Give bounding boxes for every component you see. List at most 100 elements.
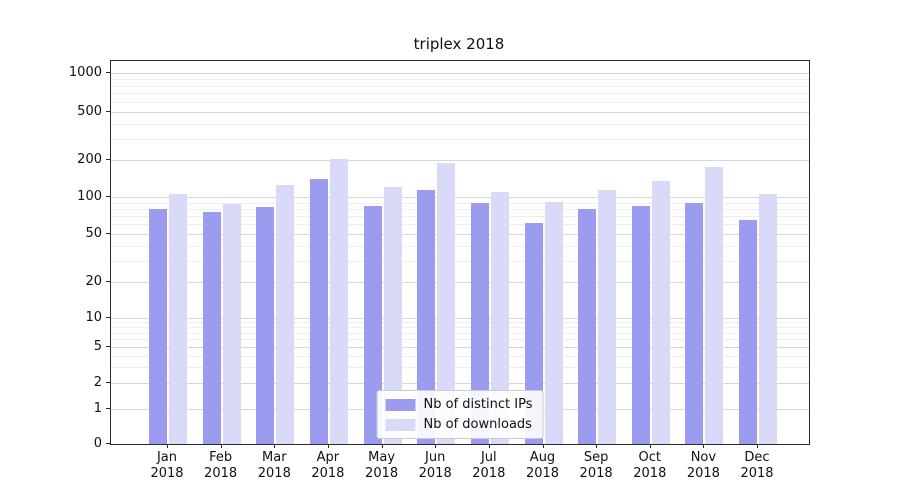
legend-swatch (385, 418, 416, 431)
x-tick-month: May (368, 450, 396, 465)
y-tick-label: 100 (77, 188, 102, 204)
y-tick-label: 0 (93, 435, 102, 451)
bar-downloads-jan (169, 194, 187, 444)
y-tick-label: 500 (77, 103, 102, 119)
legend-swatch (385, 398, 416, 411)
y-tick-mark (106, 196, 110, 197)
y-tick-mark (106, 317, 110, 318)
x-tick-month: Feb (209, 450, 233, 465)
legend-label: Nb of distinct IPs (423, 397, 533, 412)
y-tick-mark (106, 408, 110, 409)
gridline-minor (111, 202, 809, 204)
bar-downloads-may (383, 187, 402, 444)
y-tick-mark (106, 233, 110, 234)
x-tick-year: 2018 (525, 466, 560, 481)
x-tick-label: Sep 2018 (564, 450, 628, 482)
bar-ips-jul (470, 202, 489, 444)
gridline-minor (111, 93, 809, 95)
bar-ips-sep (578, 208, 597, 444)
x-tick-mark (274, 444, 276, 448)
bar-downloads-nov (705, 167, 724, 444)
x-tick-label: Aug 2018 (511, 450, 575, 482)
bar-ips-jan (149, 208, 167, 444)
bar-downloads-sep (598, 189, 617, 444)
x-tick-mark (435, 444, 437, 448)
bar-ips-oct (631, 206, 650, 444)
x-tick-label: Dec 2018 (725, 450, 789, 482)
bar-downloads-oct (651, 181, 670, 444)
x-tick-label: Oct 2018 (618, 450, 682, 482)
y-tick-mark (106, 159, 110, 160)
x-tick-year: 2018 (257, 466, 291, 481)
gridline-minor (111, 85, 809, 87)
y-tick-mark (106, 72, 110, 73)
x-tick-month: Dec (744, 450, 770, 465)
x-tick-year: 2018 (686, 466, 720, 481)
y-tick-mark (106, 382, 110, 383)
bar-ips-feb (202, 212, 221, 444)
x-tick-label: Nov 2018 (671, 450, 735, 482)
x-tick-label: Jul 2018 (457, 450, 521, 482)
y-tick-label: 5 (93, 338, 102, 354)
x-tick-mark (757, 444, 758, 448)
bar-downloads-mar (276, 185, 295, 444)
y-tick-mark (106, 281, 110, 282)
legend: Nb of distinct IPs Nb of downloads (376, 390, 544, 439)
x-tick-mark (703, 444, 705, 448)
x-tick-month: Mar (262, 450, 287, 465)
x-tick-month: Oct (638, 450, 662, 465)
x-tick-month: Aug (529, 450, 556, 465)
x-tick-label: Feb 2018 (189, 450, 253, 482)
y-tick-mark (106, 443, 110, 444)
x-tick-month: Jan (156, 450, 178, 465)
gridline-major (111, 160, 809, 161)
bar-ips-apr (309, 179, 328, 444)
gridline-minor (111, 101, 809, 103)
x-tick-label: Jan 2018 (135, 450, 199, 482)
y-tick-label: 20 (85, 273, 102, 289)
gridline-major (111, 73, 809, 74)
x-tick-year: 2018 (204, 466, 238, 481)
bar-downloads-apr (329, 158, 348, 444)
x-tick-month: Jun (425, 450, 446, 465)
x-tick-mark (327, 444, 329, 448)
x-tick-label: Jun 2018 (403, 450, 467, 482)
bar-ips-dec (739, 220, 757, 444)
x-tick-label: Mar 2018 (242, 450, 306, 482)
bar-ips-mar (256, 206, 275, 444)
gridline-minor (111, 208, 809, 210)
bar-downloads-dec (759, 194, 777, 444)
bar-downloads-jun (437, 162, 456, 444)
y-tick-label: 200 (77, 151, 102, 167)
bar-ips-nov (685, 202, 704, 444)
x-tick-mark (220, 444, 222, 448)
y-tick-label: 10 (85, 309, 102, 325)
x-tick-month: Sep (583, 450, 609, 465)
x-tick-month: Apr (316, 450, 340, 465)
x-tick-year: 2018 (579, 466, 613, 481)
y-tick-label: 50 (85, 225, 102, 241)
x-tick-month: Jul (480, 450, 497, 465)
y-tick-label: 1000 (68, 64, 102, 80)
bar-downloads-feb (222, 203, 241, 444)
x-tick-mark (167, 444, 168, 448)
x-tick-year: 2018 (418, 466, 452, 481)
gridline-minor (111, 138, 809, 140)
x-tick-label: May 2018 (350, 450, 414, 482)
legend-row: Nb of downloads (385, 417, 533, 432)
x-tick-year: 2018 (311, 466, 345, 481)
x-tick-label: Apr 2018 (296, 450, 360, 482)
bar-downloads-jul (490, 191, 509, 444)
x-tick-year: 2018 (633, 466, 667, 481)
gridline-minor (111, 123, 809, 125)
y-tick-label: 2 (93, 374, 102, 390)
y-tick-mark (106, 346, 110, 347)
y-tick-mark (106, 111, 110, 112)
x-tick-mark (381, 444, 383, 448)
plot-area: Nb of distinct IPs Nb of downloads (110, 60, 810, 445)
x-tick-mark (488, 444, 490, 448)
x-tick-month: Nov (690, 450, 717, 465)
bar-downloads-aug (544, 201, 563, 444)
legend-label: Nb of downloads (423, 417, 532, 432)
